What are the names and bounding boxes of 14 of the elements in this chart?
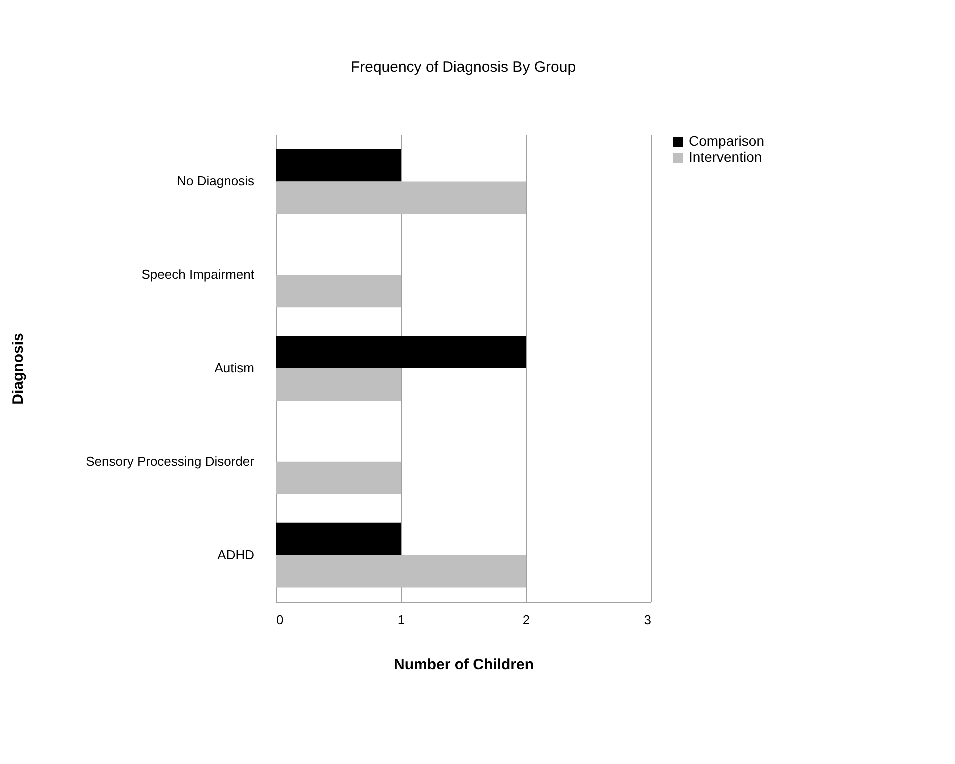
y-axis-title: Diagnosis	[10, 333, 28, 405]
chart-title: Frequency of Diagnosis By Group	[350, 59, 576, 76]
legend-label: Comparison	[689, 133, 764, 149]
y-tick-label: Sensory Processing Disorder	[86, 454, 256, 469]
x-tick-label: 2	[522, 612, 530, 628]
y-tick-label: ADHD	[218, 547, 254, 562]
x-tick-label: 0	[276, 612, 284, 628]
y-tick-label: Speech Impairment	[142, 267, 255, 282]
x-axis-title: Number of Children	[394, 656, 534, 674]
x-tick-label: 3	[644, 612, 652, 628]
y-tick-label: Autism	[214, 360, 254, 376]
y-tick-label: No Diagnosis	[177, 174, 255, 189]
legend-label: Intervention	[689, 149, 762, 165]
x-tick-label: 1	[398, 612, 406, 628]
